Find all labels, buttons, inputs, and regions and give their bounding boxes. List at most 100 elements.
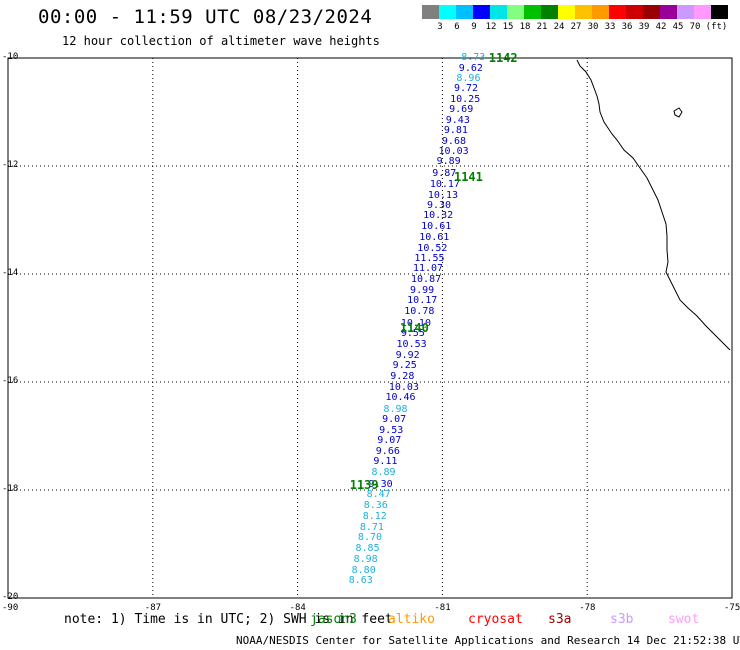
color-scale-swatch [541,5,558,19]
credit-line: NOAA/NESDIS Center for Satellite Applica… [236,634,740,647]
color-scale-swatch [694,5,711,19]
color-scale-tick-label: 70 [689,22,701,32]
color-scale-swatch [456,5,473,19]
plot-frame [7,57,733,599]
wave-height-value: 9.07 [377,435,402,447]
wave-height-value: 9.69 [449,103,474,115]
longitude-tick-label: -87 [144,603,162,613]
wave-height-value: 10.17 [429,178,460,190]
wave-height-value: 9.89 [436,156,461,168]
pass-number-label: 1140 [399,321,429,335]
island [673,107,683,118]
wave-height-value: 9.25 [392,360,417,372]
wave-height-value: 9.55 [400,328,425,340]
wave-height-value: 9.30 [368,478,393,490]
latitude-tick-label: -18 [2,484,19,494]
wave-height-value: 9.43 [445,114,470,126]
color-scale-tick-label: 42 [655,22,667,32]
longitude-tick-label: -81 [434,603,451,613]
wave-height-value: 10.46 [385,392,416,404]
longitude-tick-label: -75 [724,603,740,613]
color-scale-unit: (ft) [705,22,728,32]
wave-height-value: 8.89 [371,467,396,479]
latitude-tick-label: -10 [2,52,19,62]
wave-height-value: 10.03 [438,145,469,157]
lat-lon-gridlines [8,58,732,598]
wave-height-value: 8.98 [383,403,408,415]
wave-height-value: 9.66 [375,446,400,458]
wave-height-value: 9.62 [458,62,483,74]
wave-height-value: 8.36 [363,500,388,512]
wave-height-value: 9.11 [373,456,398,468]
color-scale-tick-label: 18 [519,22,531,32]
coastline [576,59,731,351]
pass-number-label: 1139 [349,477,379,492]
wave-height-value: 8.12 [362,511,387,522]
wave-height-value: 9.68 [441,135,466,147]
color-scale-swatch [643,5,660,19]
wave-height-value: 8.70 [357,532,383,544]
wave-height-value: 10.53 [396,338,427,350]
wave-height-value: 9.72 [453,83,479,95]
satellite-legend-item: s3a [548,612,572,627]
wave-height-value: 8.71 [359,521,384,533]
color-scale-swatch [626,5,643,19]
pass-number-label: 1141 [453,169,483,184]
color-scale-swatch [592,5,609,19]
color-scale-swatch [558,5,575,19]
wave-height-value: 10.61 [419,231,450,243]
longitude-tick-label: -90 [2,603,19,613]
wave-height-value: 8.80 [351,565,376,576]
color-scale-tick-label: 12 [485,22,497,32]
wave-height-value: 10.78 [404,305,435,317]
color-scale-tick-label: 30 [587,22,599,32]
wave-height-value: 10.87 [411,273,442,285]
wave-height-value: 8.96 [456,72,481,84]
color-scale-swatch [660,5,677,19]
color-scale-tick-label: 9 [471,22,477,32]
wave-height-value: 9.99 [410,284,435,296]
satellite-legend-item: cryosat [468,612,523,627]
wave-height-value: 11.55 [414,252,445,264]
color-scale-swatch [507,5,524,19]
latitude-tick-label: -12 [2,160,19,170]
latitude-tick-label: -16 [2,376,19,386]
color-scale-tick-label: 15 [502,22,514,32]
wave-height-value: 10.10 [400,317,431,329]
color-scale-tick-label: 36 [621,22,633,32]
color-scale-tick-label: 24 [553,22,565,32]
map-subtitle: 12 hour collection of altimeter wave hei… [62,34,380,48]
color-scale-swatch [490,5,507,19]
color-scale-swatch [609,5,626,19]
longitude-tick-label: -78 [579,603,596,613]
color-scale-tick-label: 27 [570,22,582,32]
wave-height-value: 9.53 [379,424,404,436]
color-scale-tick-label: 45 [672,22,684,32]
color-scale-tick-label: 21 [536,22,548,32]
wave-height-value: 11.07 [412,263,444,275]
wave-height-value: 8.85 [355,542,380,554]
wave-height-value: 8.98 [353,554,378,566]
wave-height-value: 10.03 [388,381,419,393]
satellite-legend-item: s3b [610,612,634,627]
wave-height-value: 10.52 [417,242,448,254]
color-scale-swatch [575,5,592,19]
wave-height-value: 9.07 [382,414,407,426]
color-scale-tick-label: 39 [638,22,650,32]
wave-height-value: 8.47 [366,489,391,501]
color-scale-swatch [677,5,694,19]
longitude-tick-label: -84 [289,603,306,613]
color-scale-tick-label: 33 [604,22,616,32]
wave-height-value: 9.87 [432,168,457,180]
wave-height-value: 10.13 [427,189,459,201]
map-title: 00:00 - 11:59 UTC 08/23/2024 [38,6,373,28]
footnote: note: 1) Time is in UTC; 2) SWH is in fe… [64,612,393,627]
color-scale-swatch [711,5,728,19]
wave-height-value: 9.81 [443,125,468,137]
latitude-tick-label: -20 [2,592,19,602]
color-scale-swatch [473,5,490,19]
satellite-legend-item: jason3 [310,612,357,627]
color-scale-tick-label: 3 [437,22,443,32]
